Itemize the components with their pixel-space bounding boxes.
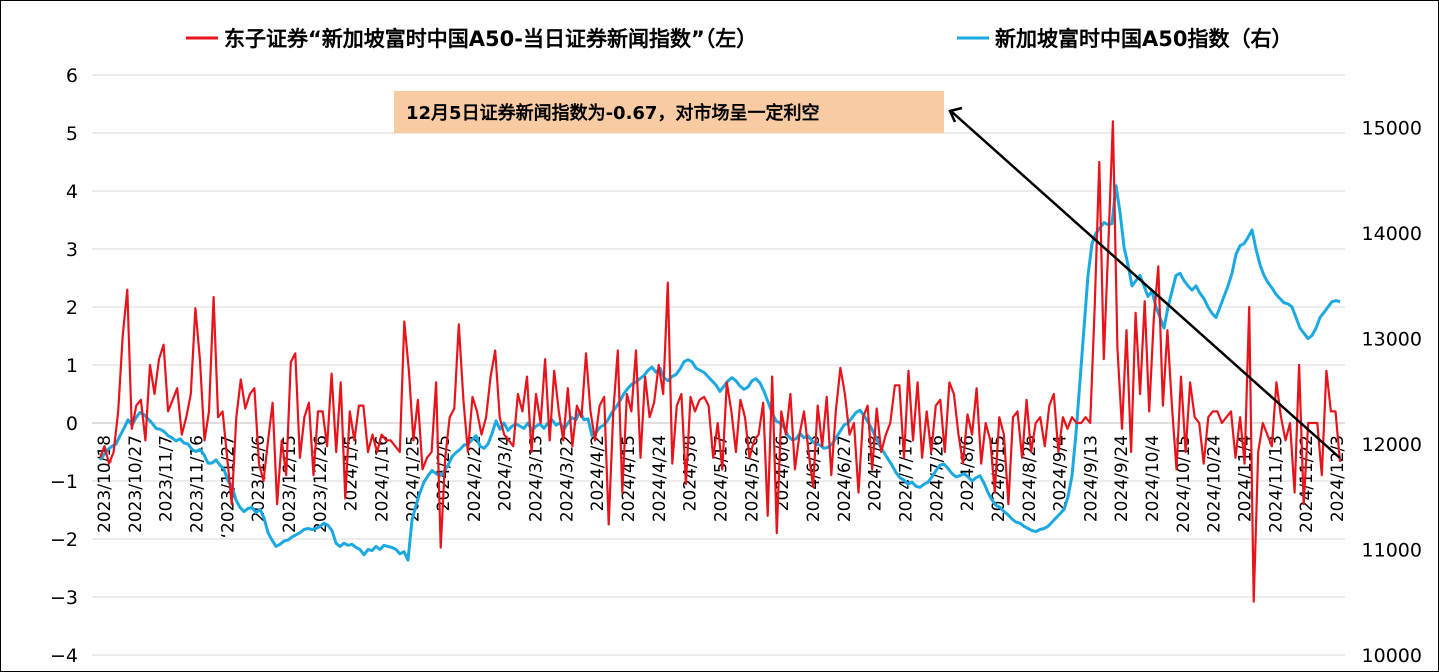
- x-tick-label: 2024/5/28: [742, 435, 762, 522]
- x-tick-label: 2024/3/22: [557, 435, 577, 522]
- x-tick-label: 2024/4/2: [588, 435, 608, 511]
- legend-label-blue: 新加坡富时中国A50指数（右）: [995, 27, 1292, 51]
- y-right-tick-label: 12000: [1362, 434, 1422, 456]
- x-tick-label: 2023/11/16: [187, 435, 207, 533]
- y-left-tick-label: 6: [66, 65, 78, 87]
- x-tick-label: 2024/5/17: [712, 435, 732, 522]
- x-tick-label: 2024/10/4: [1143, 435, 1163, 522]
- y-left-tick-label: 3: [66, 239, 78, 261]
- x-tick-label: 2024/7/17: [896, 435, 916, 522]
- y-left-tick-label: 1: [66, 355, 78, 377]
- y-right-tick-label: 13000: [1362, 329, 1422, 351]
- x-tick-label: 2023/12/26: [311, 435, 331, 533]
- legend: 东子证券“新加坡富时中国A50-当日证券新闻指数”（左） 新加坡富时中国A50指…: [186, 27, 1292, 51]
- annotation-text: 12月5日证券新闻指数为-0.67，对市场呈一定利空: [406, 102, 819, 124]
- y-right-tick-label: 11000: [1362, 540, 1422, 562]
- x-tick-label: 2024/9/24: [1112, 435, 1132, 522]
- legend-label-red: 东子证券“新加坡富时中国A50-当日证券新闻指数”（左）: [224, 27, 757, 51]
- x-tick-label: 2024/5/8: [681, 435, 701, 511]
- y-axis-right: 10000 11000 12000 13000 14000 15000: [1362, 118, 1422, 667]
- y-left-tick-label: −3: [50, 587, 78, 609]
- y-left-tick-label: −2: [50, 529, 78, 551]
- y-left-tick-label: 4: [66, 181, 78, 203]
- y-left-tick-label: 2: [66, 297, 78, 319]
- y-right-tick-label: 15000: [1362, 118, 1422, 140]
- x-tick-label: 2024/1/16: [372, 435, 392, 522]
- y-left-tick-label: 0: [66, 413, 78, 435]
- x-tick-label: 2024/7/26: [927, 435, 947, 522]
- x-tick-label: 2024/3/13: [527, 435, 547, 522]
- x-tick-label: 2024/10/15: [1174, 435, 1194, 533]
- x-tick-label: 2024/9/4: [1051, 435, 1071, 511]
- y-right-tick-label: 14000: [1362, 223, 1422, 245]
- x-tick-label: 2024/12/3: [1328, 435, 1348, 522]
- annotation: 12月5日证券新闻指数为-0.67，对市场呈一定利空: [394, 91, 1341, 459]
- x-tick-label: 2024/6/27: [835, 435, 855, 522]
- x-tick-label: 2024/10/24: [1205, 435, 1225, 533]
- y-left-tick-label: 5: [66, 123, 78, 145]
- x-tick-label: 2023/12/6: [249, 435, 269, 522]
- x-tick-label: 2024/11/13: [1266, 435, 1286, 533]
- annotation-arrow-head: [948, 106, 963, 123]
- x-tick-label: 2024/9/13: [1081, 435, 1101, 522]
- x-tick-label: 2024/4/24: [650, 435, 670, 522]
- annotation-box: [394, 91, 944, 133]
- x-tick-label: 2024/3/4: [496, 435, 516, 511]
- y-left-tick-label: −4: [50, 645, 78, 667]
- y-right-tick-label: 10000: [1362, 645, 1422, 667]
- annotation-arrow: [951, 111, 1341, 459]
- series-a50-index-line: [98, 184, 1341, 562]
- x-tick-label: 2024/8/26: [1020, 435, 1040, 522]
- y-axis-left: −4 −3 −2 −1 0 1 2 3 4 5 6: [50, 65, 78, 667]
- series-news-index-line: [98, 120, 1342, 603]
- x-tick-label: 2023/11/7: [157, 435, 177, 522]
- x-tick-label: 2024/2/22: [465, 435, 485, 522]
- x-tick-label: 2023/10/27: [126, 435, 146, 533]
- y-left-tick-label: −1: [50, 471, 78, 493]
